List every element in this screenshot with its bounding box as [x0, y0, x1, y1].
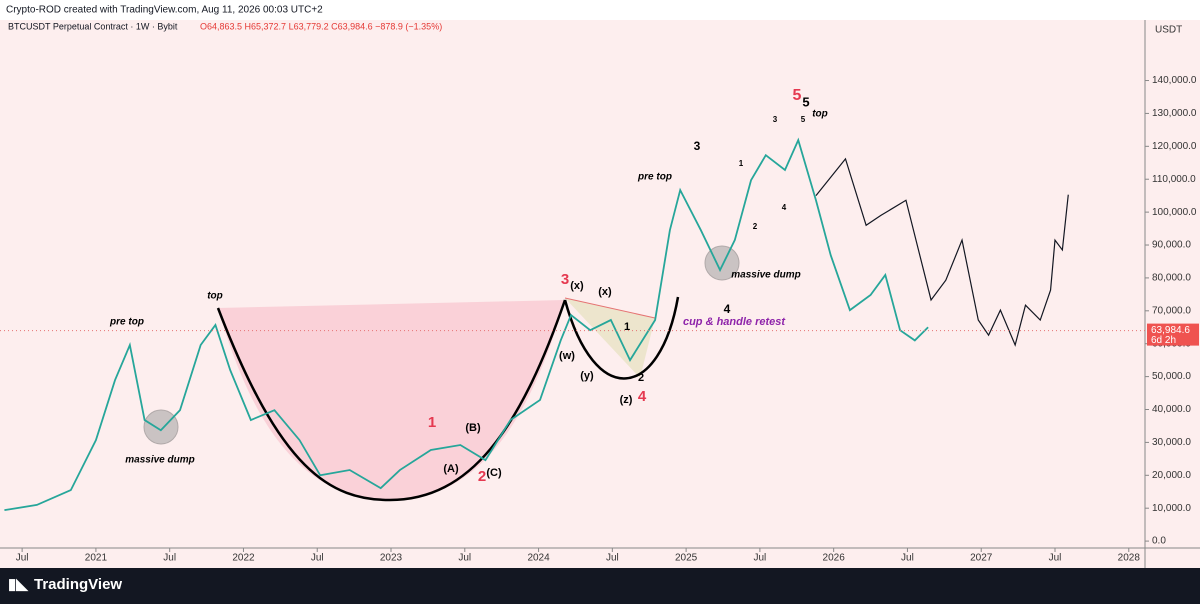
y-tick-label: 120,000.0 [1152, 141, 1197, 152]
annotation: 4 [724, 302, 731, 316]
annotation: (w) [559, 350, 575, 362]
y-tick-label: 20,000.0 [1152, 470, 1191, 481]
last-price-label: 63,984.6 [1151, 325, 1190, 336]
x-tick-label: Jul [163, 553, 176, 564]
annotation: 3 [561, 271, 569, 288]
annotation: 1 [624, 321, 630, 333]
y-tick-label: 40,000.0 [1152, 404, 1191, 415]
brand: TradingView [34, 576, 122, 593]
annotation: (y) [580, 370, 594, 382]
price-line [4, 137, 929, 512]
y-tick-label: 70,000.0 [1152, 305, 1191, 316]
annotation: (C) [486, 467, 502, 479]
ohlc: O64,863.5 H65,372.7 L63,779.2 C63,984.6 … [200, 21, 442, 31]
annotation: 2 [753, 222, 758, 231]
annotation: top [812, 109, 828, 120]
y-tick-label: 100,000.0 [1152, 207, 1197, 218]
header: Crypto-ROD created with TradingView.com,… [6, 5, 323, 16]
annotation: massive dump [125, 455, 194, 466]
annotation: 5 [801, 115, 806, 124]
y-tick-label: 130,000.0 [1152, 108, 1197, 119]
annotation: pre top [637, 172, 672, 183]
annotation: 1 [739, 159, 744, 168]
annotation: pre top [109, 317, 144, 328]
x-tick-label: 2028 [1118, 553, 1141, 564]
x-tick-label: 2021 [85, 553, 108, 564]
currency: USDT [1155, 25, 1182, 36]
annotation: massive dump [731, 270, 800, 281]
annotation: 1 [428, 414, 436, 431]
annotation: top [207, 291, 223, 302]
y-tick-label: 30,000.0 [1152, 437, 1191, 448]
y-tick-label: 110,000.0 [1152, 174, 1196, 185]
y-tick-label: 0.0 [1152, 536, 1166, 547]
y-tick-label: 80,000.0 [1152, 273, 1191, 284]
header-bar [0, 0, 1200, 20]
x-tick-label: 2027 [970, 553, 993, 564]
y-tick-label: 50,000.0 [1152, 371, 1191, 382]
handle-curve [563, 296, 680, 380]
annotation: (B) [465, 422, 481, 434]
handle-fill [565, 298, 655, 378]
annotation: 2 [638, 372, 644, 384]
x-tick-label: Jul [606, 553, 619, 564]
annotation: (A) [443, 463, 459, 475]
annotation: cup & handle retest [683, 316, 786, 328]
footer [0, 568, 1200, 604]
annotation: 4 [638, 388, 647, 405]
price-line [815, 157, 1069, 347]
x-tick-label: 2026 [823, 553, 846, 564]
y-tick-label: 10,000.0 [1152, 503, 1191, 514]
cup-curve [216, 299, 567, 502]
x-tick-label: 2022 [232, 553, 255, 564]
y-tick-label: 140,000.0 [1152, 75, 1197, 86]
annotation: 4 [782, 203, 787, 212]
logo: ▮◣ [8, 576, 29, 593]
x-tick-label: Jul [458, 553, 471, 564]
x-tick-label: 2024 [527, 553, 550, 564]
countdown: 6d 2h [1151, 335, 1176, 346]
annotation: 5 [793, 87, 802, 104]
annotation: 2 [478, 468, 486, 485]
annotation: (x) [598, 286, 612, 298]
chart-title: BTCUSDT Perpetual Contract · 1W · Bybit [8, 21, 178, 31]
highlight-circle [143, 409, 179, 445]
x-tick-label: 2025 [675, 553, 698, 564]
x-tick-label: Jul [753, 553, 766, 564]
annotation: 3 [694, 139, 701, 153]
annotation: (x) [570, 280, 584, 292]
annotation: 3 [773, 115, 778, 124]
y-tick-label: 90,000.0 [1152, 240, 1191, 251]
last-price-box [1147, 323, 1199, 346]
annotation: 5 [802, 94, 809, 109]
x-tick-label: Jul [311, 553, 324, 564]
trend-line [564, 297, 656, 319]
annotation: (z) [620, 394, 633, 406]
x-tick-label: Jul [1049, 553, 1062, 564]
x-tick-label: Jul [901, 553, 914, 564]
x-tick-label: 2023 [380, 553, 403, 564]
cup-fill [218, 300, 565, 500]
x-tick-label: Jul [16, 553, 29, 564]
